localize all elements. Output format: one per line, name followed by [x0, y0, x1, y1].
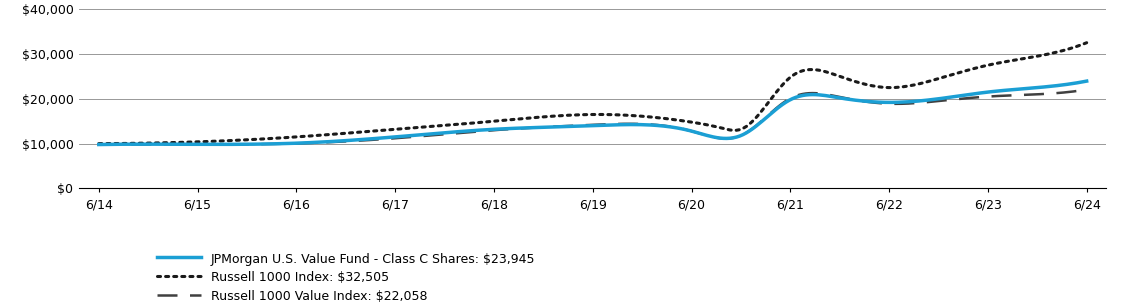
- Russell 1000 Value Index: $22,058: (0, 9.8e+03): $22,058: (0, 9.8e+03): [93, 143, 106, 146]
- Russell 1000 Index: $32,505: (0, 1e+04): $32,505: (0, 1e+04): [93, 142, 106, 146]
- Line: JPMorgan U.S. Value Fund - Class C Shares: $23,945: JPMorgan U.S. Value Fund - Class C Share…: [99, 81, 1087, 144]
- Russell 1000 Value Index: $22,058: (8.43, 1.93e+04): $22,058: (8.43, 1.93e+04): [925, 100, 938, 104]
- JPMorgan U.S. Value Fund - Class C Shares: $23,945: (0, 9.8e+03): $23,945: (0, 9.8e+03): [93, 143, 106, 146]
- Russell 1000 Index: $32,505: (5.95, 1.5e+04): $32,505: (5.95, 1.5e+04): [680, 119, 693, 123]
- Russell 1000 Value Index: $22,058: (5.92, 1.32e+04): $22,058: (5.92, 1.32e+04): [676, 127, 690, 131]
- Russell 1000 Value Index: $22,058: (9.06, 2.06e+04): $22,058: (9.06, 2.06e+04): [988, 94, 1001, 98]
- Line: Russell 1000 Value Index: $22,058: Russell 1000 Value Index: $22,058: [99, 90, 1087, 144]
- JPMorgan U.S. Value Fund - Class C Shares: $23,945: (6.12, 1.21e+04): $23,945: (6.12, 1.21e+04): [697, 133, 710, 136]
- JPMorgan U.S. Value Fund - Class C Shares: $23,945: (5.95, 1.31e+04): $23,945: (5.95, 1.31e+04): [680, 128, 693, 132]
- JPMorgan U.S. Value Fund - Class C Shares: $23,945: (9.06, 2.17e+04): $23,945: (9.06, 2.17e+04): [988, 90, 1001, 93]
- JPMorgan U.S. Value Fund - Class C Shares: $23,945: (5.92, 1.32e+04): $23,945: (5.92, 1.32e+04): [676, 127, 690, 131]
- Russell 1000 Value Index: $22,058: (5.95, 1.31e+04): $22,058: (5.95, 1.31e+04): [680, 128, 693, 132]
- Russell 1000 Index: $32,505: (8.43, 2.4e+04): $32,505: (8.43, 2.4e+04): [925, 79, 938, 82]
- Russell 1000 Index: $32,505: (0.0334, 1e+04): $32,505: (0.0334, 1e+04): [95, 142, 108, 145]
- Russell 1000 Index: $32,505: (10, 3.25e+04): $32,505: (10, 3.25e+04): [1080, 41, 1094, 45]
- Russell 1000 Index: $32,505: (9.06, 2.78e+04): $32,505: (9.06, 2.78e+04): [988, 62, 1001, 66]
- Russell 1000 Value Index: $22,058: (6.12, 1.2e+04): $22,058: (6.12, 1.2e+04): [697, 133, 710, 136]
- Russell 1000 Index: $32,505: (5.92, 1.51e+04): $32,505: (5.92, 1.51e+04): [676, 119, 690, 123]
- Legend: JPMorgan U.S. Value Fund - Class C Shares: $23,945, Russell 1000 Index: $32,505,: JPMorgan U.S. Value Fund - Class C Share…: [157, 252, 535, 303]
- JPMorgan U.S. Value Fund - Class C Shares: $23,945: (8.43, 1.98e+04): $23,945: (8.43, 1.98e+04): [925, 98, 938, 102]
- JPMorgan U.S. Value Fund - Class C Shares: $23,945: (10, 2.39e+04): $23,945: (10, 2.39e+04): [1080, 79, 1094, 83]
- Line: Russell 1000 Index: $32,505: Russell 1000 Index: $32,505: [99, 43, 1087, 144]
- JPMorgan U.S. Value Fund - Class C Shares: $23,945: (0.0334, 9.81e+03): $23,945: (0.0334, 9.81e+03): [95, 143, 108, 146]
- Russell 1000 Value Index: $22,058: (10, 2.21e+04): $22,058: (10, 2.21e+04): [1080, 88, 1094, 92]
- Russell 1000 Value Index: $22,058: (0.0334, 9.81e+03): $22,058: (0.0334, 9.81e+03): [95, 143, 108, 146]
- Russell 1000 Index: $32,505: (6.12, 1.44e+04): $32,505: (6.12, 1.44e+04): [697, 122, 710, 126]
